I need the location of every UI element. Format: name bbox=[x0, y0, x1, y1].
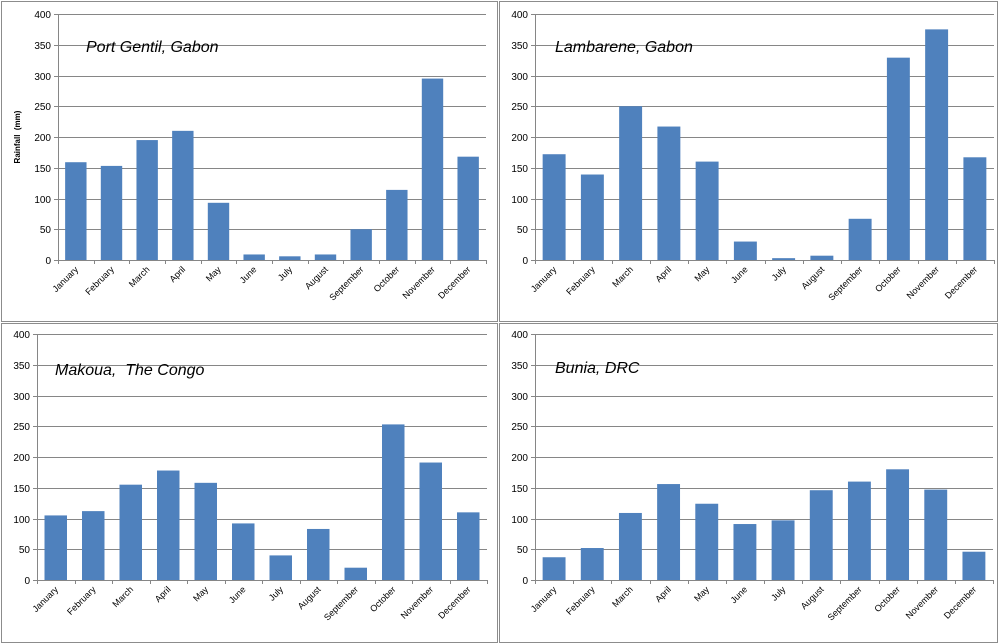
y-tick-label: 200 bbox=[511, 453, 528, 464]
y-tick-label: 250 bbox=[13, 422, 30, 433]
bar-june bbox=[243, 254, 265, 260]
bar-april bbox=[157, 470, 180, 580]
chart-title: Makoua, The Congo bbox=[55, 362, 205, 379]
bar-november bbox=[924, 489, 948, 580]
y-tick-label: 300 bbox=[34, 72, 51, 83]
y-tick-label: 100 bbox=[511, 195, 528, 206]
y-tick-label: 400 bbox=[511, 10, 528, 21]
bar-november bbox=[419, 462, 442, 580]
bar-june bbox=[232, 523, 255, 580]
y-tick-label: 200 bbox=[34, 133, 51, 144]
panel-border bbox=[1, 1, 498, 322]
y-tick-label: 300 bbox=[511, 392, 528, 403]
y-tick-label: 100 bbox=[34, 195, 51, 206]
y-tick-label: 300 bbox=[13, 392, 30, 403]
y-tick-label: 200 bbox=[511, 133, 528, 144]
chart-title: Port Gentil, Gabon bbox=[86, 39, 219, 56]
bar-december bbox=[457, 156, 479, 260]
bar-october bbox=[386, 189, 408, 260]
y-tick-label: 0 bbox=[24, 576, 30, 587]
y-tick-label: 50 bbox=[517, 225, 529, 236]
y-tick-label: 150 bbox=[34, 164, 51, 175]
y-tick-label: 350 bbox=[34, 41, 51, 52]
bar-october bbox=[886, 57, 910, 260]
bar-november bbox=[421, 78, 444, 260]
bar-february bbox=[580, 174, 604, 260]
bar-april bbox=[172, 130, 194, 260]
bar-january bbox=[65, 162, 87, 260]
bar-september bbox=[847, 481, 871, 580]
y-tick-label: 250 bbox=[511, 422, 528, 433]
y-tick-label: 350 bbox=[511, 41, 528, 52]
bar-march bbox=[618, 512, 642, 580]
bar-may bbox=[695, 161, 719, 260]
bar-october bbox=[886, 469, 910, 580]
y-tick-label: 150 bbox=[13, 484, 30, 495]
chart-title: Bunia, DRC bbox=[555, 360, 640, 377]
y-tick-label: 100 bbox=[13, 515, 30, 526]
y-tick-label: 400 bbox=[34, 10, 51, 21]
bar-july bbox=[279, 256, 301, 260]
y-tick-label: 0 bbox=[522, 576, 528, 587]
bar-june bbox=[733, 241, 757, 260]
bar-december bbox=[457, 512, 480, 580]
bar-may bbox=[194, 482, 217, 580]
y-tick-label: 100 bbox=[511, 515, 528, 526]
y-tick-label: 350 bbox=[511, 361, 528, 372]
y-tick-label: 350 bbox=[13, 361, 30, 372]
bar-july bbox=[269, 555, 292, 580]
y-tick-label: 0 bbox=[522, 256, 528, 267]
bar-april bbox=[657, 484, 681, 580]
bar-august bbox=[809, 490, 833, 580]
y-tick-label: 400 bbox=[511, 330, 528, 341]
y-tick-label: 150 bbox=[511, 484, 528, 495]
bar-january bbox=[542, 154, 566, 260]
panel-border bbox=[1, 323, 498, 643]
panel-border bbox=[499, 323, 998, 643]
bar-july bbox=[771, 520, 795, 580]
y-tick-label: 400 bbox=[13, 330, 30, 341]
bar-june bbox=[733, 524, 757, 580]
bar-march bbox=[136, 140, 158, 260]
bar-august bbox=[307, 528, 330, 580]
chart-title: Lambarene, Gabon bbox=[555, 39, 693, 56]
y-tick-label: 50 bbox=[40, 225, 52, 236]
bar-september bbox=[350, 229, 372, 260]
y-tick-label: 0 bbox=[45, 256, 51, 267]
bar-september bbox=[344, 567, 367, 580]
y-axis-label: Rainfall (mm) bbox=[13, 110, 22, 163]
bar-march bbox=[619, 106, 643, 260]
bar-march bbox=[119, 484, 142, 580]
bar-december bbox=[962, 551, 986, 580]
bar-february bbox=[580, 548, 604, 580]
y-tick-label: 150 bbox=[511, 164, 528, 175]
bar-january bbox=[542, 557, 566, 580]
y-tick-label: 250 bbox=[511, 102, 528, 113]
bar-september bbox=[848, 218, 872, 260]
bar-february bbox=[100, 165, 123, 260]
bar-may bbox=[207, 202, 230, 260]
bar-january bbox=[44, 515, 67, 580]
panel-border bbox=[499, 1, 998, 322]
y-tick-label: 250 bbox=[34, 102, 51, 113]
y-tick-label: 50 bbox=[517, 545, 529, 556]
y-tick-label: 200 bbox=[13, 453, 30, 464]
bar-december bbox=[963, 157, 987, 260]
bar-may bbox=[695, 503, 719, 580]
bar-october bbox=[382, 424, 405, 580]
bar-august bbox=[810, 255, 834, 260]
y-tick-label: 300 bbox=[511, 72, 528, 83]
bar-july bbox=[772, 258, 796, 260]
bar-april bbox=[657, 126, 681, 260]
y-tick-label: 50 bbox=[19, 545, 31, 556]
bar-november bbox=[925, 29, 949, 260]
bar-february bbox=[82, 511, 105, 580]
bar-august bbox=[314, 254, 337, 260]
